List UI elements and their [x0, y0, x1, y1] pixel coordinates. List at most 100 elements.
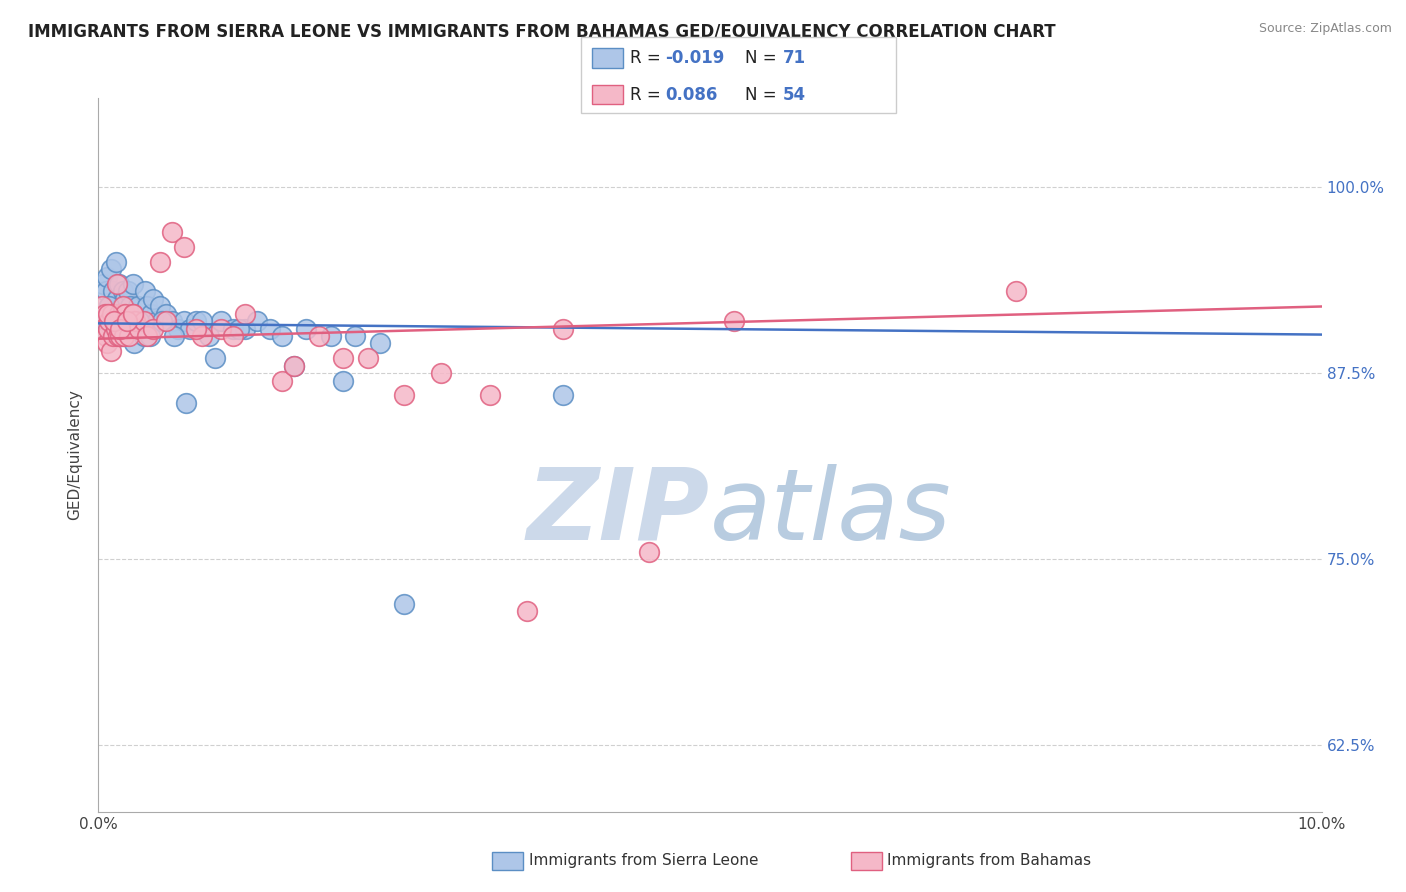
Point — [93, 314, 115, 328]
Point — [332, 374, 354, 388]
Point — [96, 336, 118, 351]
Text: IMMIGRANTS FROM SIERRA LEONE VS IMMIGRANTS FROM BAHAMAS GED/EQUIVALENCY CORRELAT: IMMIGRANTS FROM SIERRA LEONE VS IMMIGRAN… — [28, 22, 1056, 40]
Point — [120, 307, 142, 321]
Point — [638, 544, 661, 558]
Point — [228, 321, 250, 335]
Point — [173, 314, 195, 328]
Point — [104, 254, 127, 268]
Text: -0.019: -0.019 — [665, 49, 724, 67]
Point — [110, 321, 132, 335]
Point — [101, 329, 124, 343]
Point — [149, 299, 172, 313]
Text: R =: R = — [630, 49, 666, 67]
Point — [97, 307, 120, 321]
Point — [108, 277, 131, 291]
Point — [103, 314, 125, 328]
Point — [110, 329, 132, 343]
Point — [114, 292, 136, 306]
Point — [103, 314, 125, 328]
Point — [108, 307, 131, 321]
Y-axis label: GED/Equivalency: GED/Equivalency — [67, 390, 83, 520]
Point — [122, 336, 145, 351]
Point — [111, 299, 134, 313]
Point — [97, 307, 120, 321]
Point — [134, 285, 156, 299]
Point — [478, 388, 501, 402]
Point — [204, 351, 226, 366]
Point — [176, 396, 198, 410]
Point — [105, 277, 128, 291]
Point — [121, 307, 143, 321]
Point — [91, 299, 114, 313]
Point — [101, 321, 124, 335]
Point — [222, 321, 245, 335]
Text: 0.086: 0.086 — [665, 86, 717, 103]
Point — [344, 329, 367, 343]
Point — [114, 314, 136, 328]
Point — [136, 329, 159, 343]
Point — [107, 329, 129, 343]
Text: ZIP: ZIP — [527, 464, 710, 560]
Point — [179, 321, 201, 335]
Point — [392, 597, 416, 611]
Point — [139, 329, 162, 343]
Point — [155, 314, 177, 328]
Point — [430, 366, 453, 380]
Point — [259, 321, 281, 335]
Point — [121, 277, 143, 291]
Text: N =: N = — [745, 49, 782, 67]
Point — [209, 314, 232, 328]
Point — [115, 314, 138, 328]
Point — [94, 329, 117, 343]
Point — [94, 285, 117, 299]
Point — [111, 285, 134, 299]
Point — [392, 388, 416, 402]
Point — [191, 329, 214, 343]
Point — [167, 321, 190, 335]
Point — [197, 329, 219, 343]
Point — [163, 329, 186, 343]
Point — [553, 321, 575, 335]
Point — [98, 299, 121, 313]
Point — [283, 359, 305, 373]
Text: 54: 54 — [783, 86, 806, 103]
Point — [104, 321, 127, 335]
Point — [246, 314, 269, 328]
Point — [270, 374, 294, 388]
Text: Immigrants from Sierra Leone: Immigrants from Sierra Leone — [529, 854, 758, 868]
Point — [118, 314, 141, 328]
Point — [114, 307, 136, 321]
Point — [516, 604, 538, 618]
Point — [103, 321, 125, 335]
Point — [139, 307, 162, 321]
Point — [332, 351, 354, 366]
Point — [356, 351, 378, 366]
Point — [150, 314, 173, 328]
Point — [100, 262, 122, 277]
Point — [111, 329, 134, 343]
Text: N =: N = — [745, 86, 782, 103]
Text: R =: R = — [630, 86, 666, 103]
Point — [103, 314, 125, 328]
Point — [107, 307, 129, 321]
Point — [98, 299, 121, 313]
Point — [173, 240, 195, 254]
Text: 71: 71 — [783, 49, 806, 67]
Point — [186, 321, 208, 335]
Point — [98, 314, 121, 328]
Point — [233, 321, 256, 335]
Point — [160, 314, 183, 328]
Point — [142, 292, 165, 306]
Point — [319, 329, 342, 343]
Point — [112, 329, 135, 343]
Point — [115, 321, 138, 335]
Point — [91, 277, 114, 291]
Point — [233, 307, 256, 321]
Point — [222, 329, 245, 343]
Point — [146, 314, 169, 328]
Point — [142, 321, 165, 335]
Point — [110, 329, 132, 343]
Point — [111, 307, 134, 321]
Point — [128, 321, 150, 335]
Point — [111, 299, 134, 313]
